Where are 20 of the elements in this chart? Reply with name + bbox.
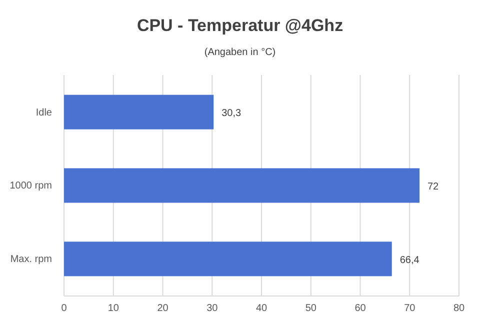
x-tick-label: 50 <box>305 303 317 314</box>
y-tick-label: Idle <box>36 107 52 118</box>
x-tick-label: 20 <box>157 303 169 314</box>
chart-subtitle: (Angaben in °C) <box>204 47 276 58</box>
x-tick-label: 70 <box>404 303 416 314</box>
x-tick-label: 10 <box>108 303 120 314</box>
data-label: 72 <box>428 182 440 192</box>
x-tick-label: 30 <box>206 303 218 314</box>
bar <box>64 168 420 203</box>
bar <box>64 94 214 130</box>
x-tick-label: 60 <box>354 303 366 314</box>
x-tick-label: 0 <box>61 303 68 314</box>
bar <box>64 242 392 276</box>
x-tick-label: 80 <box>453 303 465 314</box>
y-tick-label: 1000 rpm <box>10 180 52 192</box>
data-label: 30,3 <box>222 108 242 120</box>
y-tick-label: Max. rpm <box>10 254 52 266</box>
data-label: 66,4 <box>400 254 420 266</box>
x-tick-label: 40 <box>256 303 268 314</box>
chart-title: CPU - Temperatur @4Ghz <box>136 16 344 35</box>
